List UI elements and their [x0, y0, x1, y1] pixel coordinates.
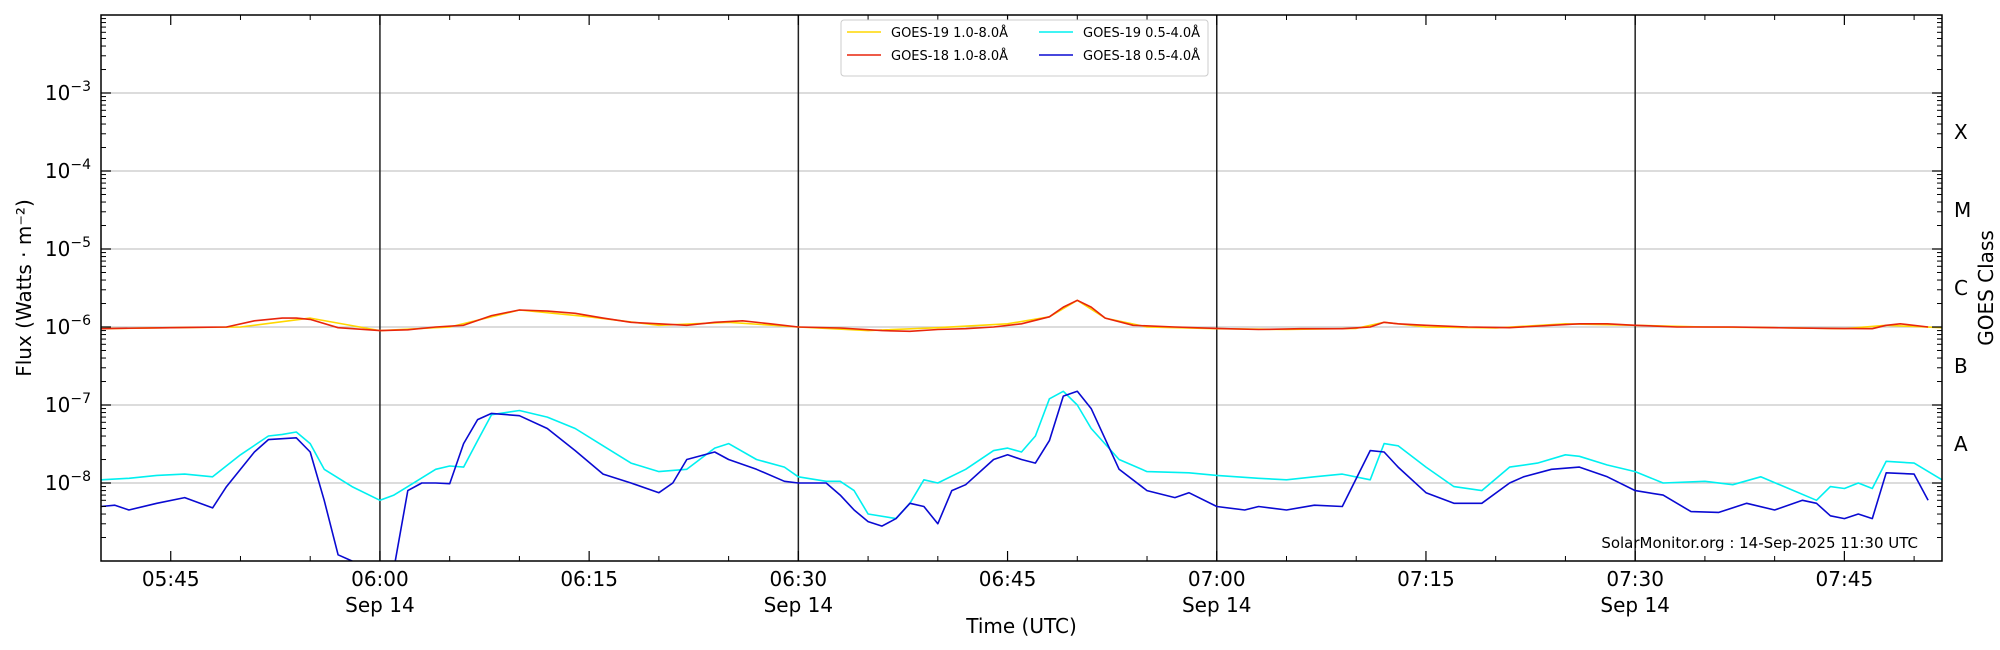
grid-lines: [101, 92, 1942, 484]
goes-class-label: B: [1954, 354, 1968, 378]
y-tick-label: 10−5: [45, 235, 91, 261]
legend-label: GOES-18 1.0-8.0Å: [891, 48, 1008, 64]
y-tick-label: 10−4: [45, 157, 91, 183]
y-tick-label: 10−3: [45, 79, 91, 105]
legend-label: GOES-19 0.5-4.0Å: [1083, 25, 1200, 41]
x-tick-label: 05:45: [142, 567, 200, 591]
x-tick-label: 07:00: [1188, 567, 1246, 591]
right-axis-title: GOES Class: [1974, 230, 1998, 346]
y-axis-title: Flux (Watts · m⁻²): [12, 199, 36, 377]
goes-class-label: A: [1954, 432, 1968, 456]
x-tick-label: 06:45: [979, 567, 1037, 591]
legend-label: GOES-19 1.0-8.0Å: [891, 25, 1008, 41]
legend-box: [840, 19, 1209, 77]
goes-class-label: X: [1954, 120, 1968, 144]
x-tick-label: 07:15: [1397, 567, 1455, 591]
x-tick-label: 07:30: [1606, 567, 1664, 591]
x-tick-label: 06:00: [351, 567, 409, 591]
x-tick-date-label: Sep 14: [764, 593, 834, 617]
legend: GOES-19 1.0-8.0Å GOES-18 1.0-8.0Å GOES-19 …: [840, 19, 1209, 77]
x-tick-label: 07:45: [1816, 567, 1874, 591]
credit-text: SolarMonitor.org : 14-Sep-2025 11:30 UTC: [1601, 534, 1918, 552]
legend-label: GOES-18 0.5-4.0Å: [1083, 48, 1200, 64]
plot-frame: [100, 14, 1943, 562]
x-tick-label: 06:30: [770, 567, 828, 591]
goes-class-label: M: [1954, 198, 1971, 222]
goes-class-labels: A B C M X: [1954, 120, 1971, 456]
series-line: [101, 390, 1929, 561]
vertical-day-lines: [379, 15, 1636, 561]
data-series: [101, 299, 1942, 561]
series-line: [101, 299, 1929, 333]
series-line: [101, 390, 1942, 520]
x-tick-date-label: Sep 14: [345, 593, 415, 617]
y-axis-ticks: 10−8 10−7 10−6 10−5 10−4 10−3: [45, 18, 1942, 539]
x-tick-date-label: Sep 14: [1600, 593, 1670, 617]
x-tick-label: 06:15: [560, 567, 618, 591]
x-tick-date-label: Sep 14: [1182, 593, 1252, 617]
goes-class-label: C: [1954, 276, 1968, 300]
y-tick-label: 10−6: [45, 313, 91, 339]
y-tick-label: 10−8: [45, 469, 91, 495]
y-tick-label: 10−7: [45, 391, 91, 417]
x-axis-title: Time (UTC): [965, 614, 1077, 638]
